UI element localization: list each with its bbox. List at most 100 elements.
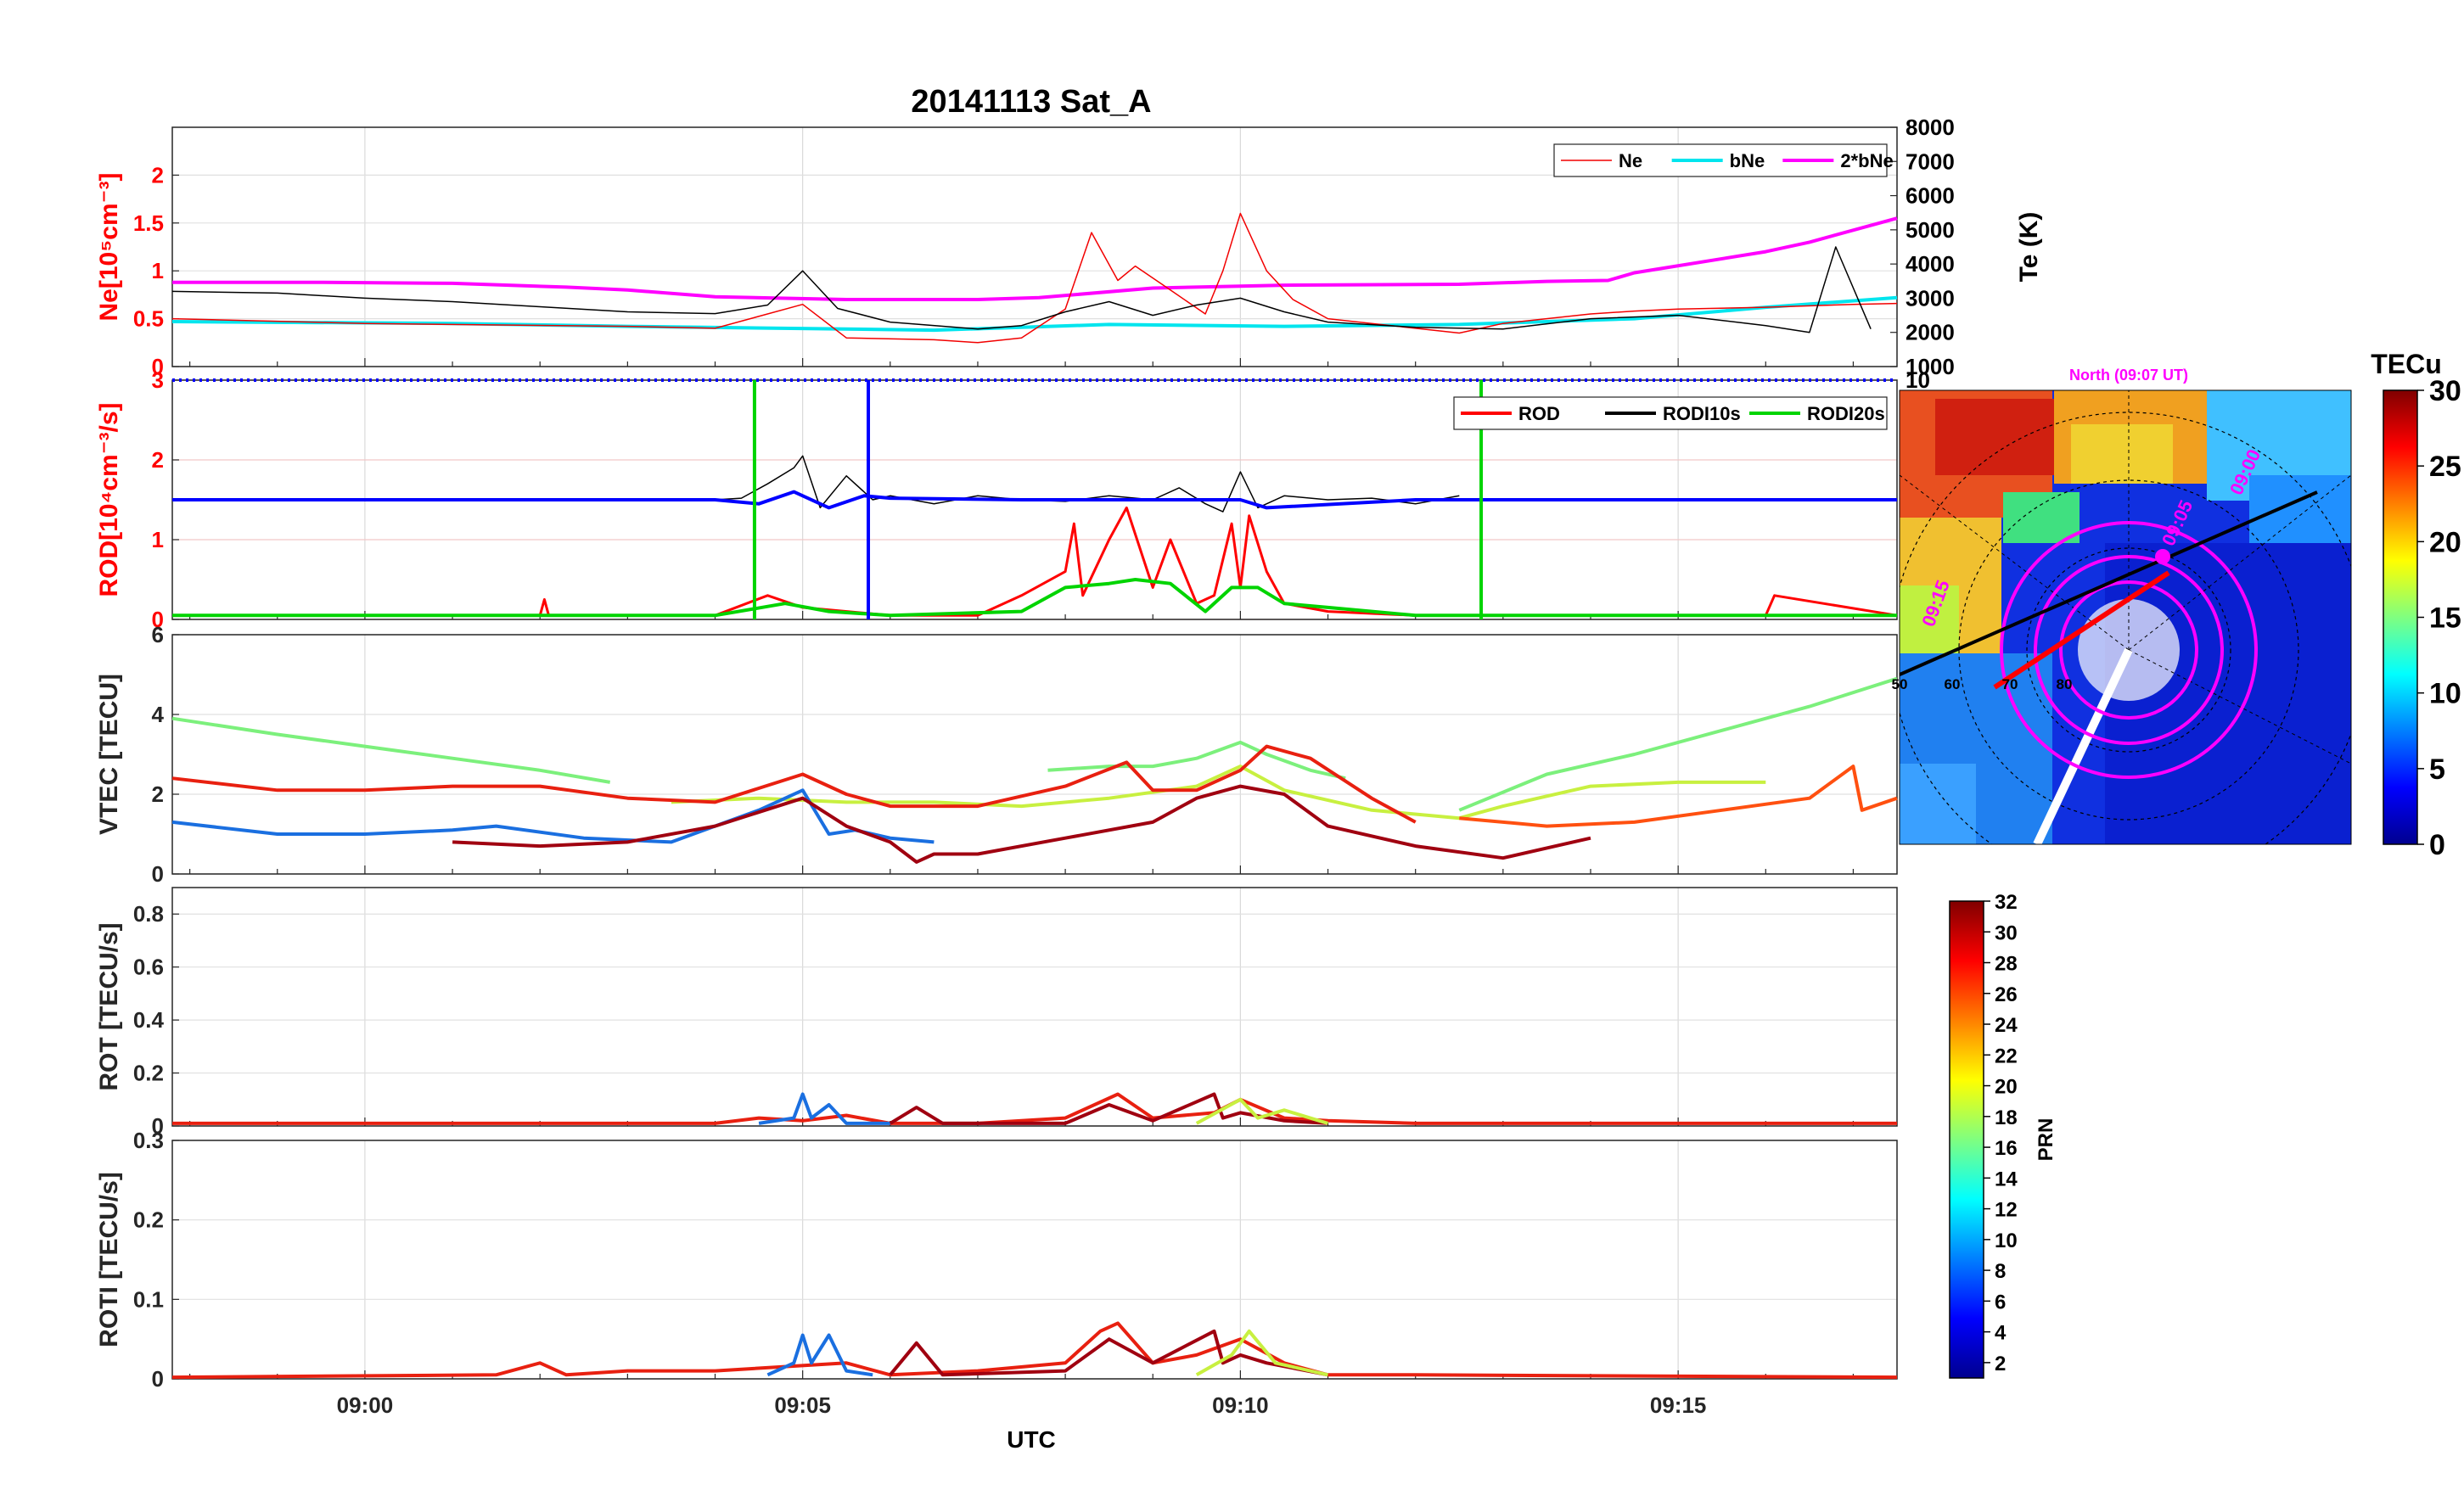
xtick-label-2: 09:10 (1212, 1392, 1269, 1418)
ne-axes-box (171, 126, 1898, 367)
te-ytick-label-3: 4000 (1906, 251, 1955, 277)
te-ytick-label-7: 8000 (1906, 115, 1955, 140)
vtec-panel: 0 2 4 6 VTEC [TECU] (95, 622, 1898, 887)
te-ytick-label-2: 3000 (1906, 285, 1955, 311)
polar-tec-map: North (09:07 UT) 50 60 70 80 09:15 09:00… (1892, 367, 2352, 845)
polar-lat-label-60: 60 (1945, 676, 1961, 692)
rod-ytick-label-0: 0 (152, 607, 164, 632)
te-ytick-label-6: 7000 (1906, 148, 1955, 174)
vtec-ytick-label-2: 4 (152, 702, 165, 727)
ne-ytick-label-1: 0.5 (133, 306, 164, 332)
ne-series-ne (171, 212, 1898, 344)
legend-label-1: RODI10s (1663, 403, 1741, 424)
tecu-tick-label-0: 0 (2429, 829, 2445, 861)
x-axis-label: UTC (1007, 1426, 1056, 1453)
rod-panel: 0 1 2 3 ROD[10⁴cm⁻³/s] 10 ROD RODI10s RODI20s (95, 367, 1930, 632)
prn-tick-label-6: 14 (1995, 1168, 2018, 1190)
legend-label-2: RODI20s (1807, 403, 1885, 424)
roti-ylabel: ROTI [TECU/s] (95, 1172, 123, 1347)
rod-ytick-label-1: 1 (152, 527, 164, 552)
rot-ytick-label-4: 0.8 (133, 901, 164, 927)
rot-ylabel: ROT [TECU/s] (95, 922, 123, 1090)
roti-series-dark-red (889, 1329, 1328, 1377)
prn-tick-label-7: 16 (1995, 1137, 2018, 1160)
rod-ylabel: ROD[10⁴cm⁻³/s] (95, 402, 123, 597)
rot-ytick-label-0: 0 (152, 1113, 164, 1139)
rot-series-red (172, 1092, 1897, 1125)
vtec-series-dark-red (452, 784, 1591, 864)
roti-series-yellow-green (1195, 1329, 1328, 1377)
roti-ytick-label-1: 0.1 (133, 1286, 164, 1312)
prn-tick-label-1: 4 (1995, 1322, 2007, 1345)
ne-series-2-bne (172, 216, 1898, 301)
rod-ytick-label-3: 3 (152, 367, 164, 393)
ne-ytick-label-3: 1.5 (133, 210, 164, 236)
prn-tick-label-3: 8 (1995, 1260, 2006, 1283)
prn-colorbar-label: PRN (2035, 1118, 2057, 1162)
roti-ytick-label-2: 0.2 (133, 1207, 164, 1233)
prn-tick-label-11: 24 (1995, 1014, 2018, 1037)
rod-y2tick-label: 10 (1906, 367, 1930, 393)
ne-ytick-label-4: 2 (152, 162, 164, 188)
rod-series-rodi20s (172, 578, 1897, 618)
polar-lat-label-80: 80 (2057, 676, 2073, 692)
rot-ytick-label-2: 0.4 (133, 1007, 165, 1033)
roti-panel: 0 0.1 0.2 0.3 ROTI [TECU/s] 09:00 09:05 09:10 09… (95, 1128, 1898, 1418)
ne-ylabel: Ne[10⁵cm⁻³] (95, 173, 123, 322)
rot-ytick-label-1: 0.2 (133, 1061, 164, 1086)
legend-label-0: Ne (1619, 150, 1642, 171)
ne-series-bne (171, 295, 1898, 333)
prn-tick-label-5: 12 (1995, 1199, 2018, 1222)
figure-title: 20141113 Sat_A (911, 84, 1151, 120)
tecu-tick-label-3: 15 (2429, 602, 2461, 635)
rot-series-blue (758, 1092, 890, 1125)
tecu-tick-label-2: 10 (2429, 678, 2461, 710)
ne-series-te (171, 246, 1872, 333)
vtec-ytick-label-3: 6 (152, 622, 164, 647)
te-ylabel: Te (K) (2015, 212, 2043, 283)
prn-tick-label-10: 22 (1995, 1045, 2018, 1067)
prn-tick-label-9: 20 (1995, 1076, 2018, 1099)
roti-axes-box (171, 1140, 1898, 1380)
polar-lat-label-50: 50 (1892, 676, 1908, 692)
vtec-series-orange-red (1459, 765, 1898, 828)
polar-lat-label-70: 70 (2002, 676, 2018, 692)
roti-ytick-label-3: 0.3 (133, 1128, 164, 1153)
polar-map-title: North (09:07 UT) (2069, 367, 2188, 384)
ne-ytick-label-0: 0 (152, 354, 164, 379)
prn-tick-label-13: 28 (1995, 953, 2018, 976)
rot-panel: 0 0.2 0.4 0.6 0.8 ROT [TECU/s] (95, 887, 1898, 1139)
xtick-label-1: 09:05 (774, 1392, 831, 1418)
roti-ytick-label-0: 0 (152, 1366, 164, 1392)
legend-label-2: 2*bNe (1840, 150, 1893, 171)
ne-ytick-label-2: 1 (152, 258, 164, 283)
te-ytick-label-5: 6000 (1906, 183, 1955, 209)
rot-axes-box (171, 887, 1898, 1127)
te-ytick-label-4: 5000 (1906, 217, 1955, 243)
prn-tick-label-4: 10 (1995, 1230, 2018, 1252)
tecu-colorbar: TECu 0 5 10 15 20 25 30 (2371, 349, 2461, 861)
vtec-ytick-label-0: 0 (152, 861, 164, 887)
vtec-ytick-label-1: 2 (152, 781, 164, 807)
vtec-series-red (171, 744, 1417, 824)
legend-label-0: ROD (1518, 403, 1560, 424)
rot-series-yellow-green (1195, 1097, 1329, 1125)
prn-tick-label-8: 18 (1995, 1106, 2018, 1129)
tecu-tick-label-6: 30 (2429, 375, 2461, 407)
rod-legend: ROD RODI10s RODI20s (1453, 396, 1888, 430)
vtec-series-light-green (171, 716, 611, 784)
vtec-series-blue (171, 788, 935, 844)
prn-tick-label-12: 26 (1995, 983, 2018, 1006)
roti-series-blue (766, 1333, 873, 1377)
tecu-colorbar-label: TECu (2371, 349, 2442, 379)
vtec-axes-box (171, 634, 1898, 875)
rod-series-rod (172, 506, 1898, 617)
vtec-ylabel: VTEC [TECU] (95, 674, 123, 835)
prn-tick-label-14: 30 (1995, 921, 2018, 944)
legend-label-1: bNe (1730, 150, 1765, 171)
rod-series-blue (172, 490, 1897, 510)
prn-tick-label-15: 32 (1995, 891, 2018, 914)
roti-series-red (171, 1321, 1898, 1380)
rot-ytick-label-3: 0.6 (133, 955, 164, 980)
